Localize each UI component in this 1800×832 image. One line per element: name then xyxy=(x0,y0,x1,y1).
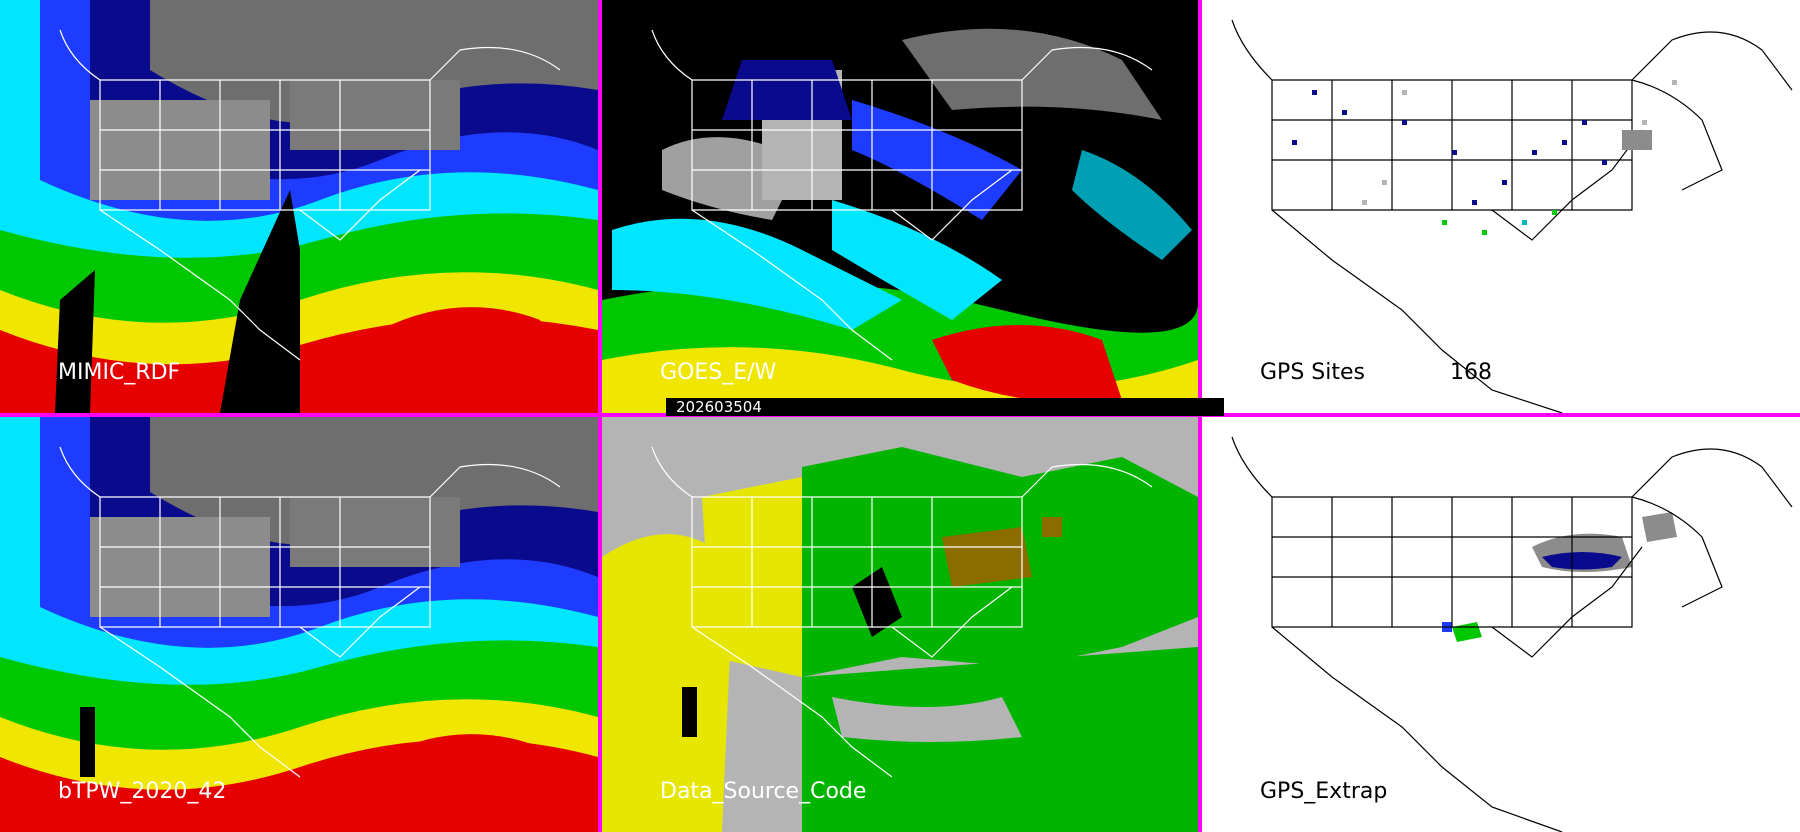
panel-goes-ew: GOES_E/W xyxy=(602,0,1198,413)
panel-label: GPS Sites xyxy=(1260,360,1365,385)
panel-label: bTPW_2020_42 xyxy=(58,779,227,804)
panel-data-source-code: Data_Source_Code xyxy=(602,417,1198,832)
data-source-map xyxy=(602,417,1198,832)
gps-sites-map xyxy=(1231,19,1793,413)
panel-gps-sites: GPS Sites 168 xyxy=(1202,0,1800,413)
goes-map xyxy=(602,0,1198,413)
panel-label: Data_Source_Code xyxy=(660,779,867,804)
tpw-map-bottom xyxy=(0,417,598,832)
gps-site-markers xyxy=(1292,80,1677,235)
panel-btpw: bTPW_2020_42 xyxy=(0,417,598,832)
gps-site-count: 168 xyxy=(1450,360,1492,385)
panel-mimic-rdf: MIMIC_RDF xyxy=(0,0,598,413)
panel-gps-extrap: GPS_Extrap xyxy=(1202,417,1800,832)
gps-extrap-map xyxy=(1231,436,1793,832)
panel-label: GOES_E/W xyxy=(660,360,777,385)
panel-label: MIMIC_RDF xyxy=(58,360,181,385)
panel-label: GPS_Extrap xyxy=(1260,779,1388,804)
timestamp-bar: 202603504 xyxy=(666,398,1224,416)
tpw-map-top xyxy=(0,0,598,413)
